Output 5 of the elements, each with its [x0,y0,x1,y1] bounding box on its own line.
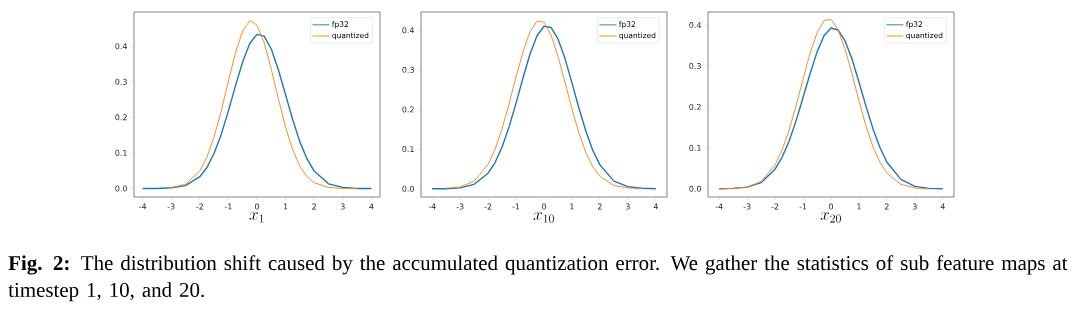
text: Fig. 2: The distribution shift caused by the accumulated quantization error. We gather the statistics of sub feature maps at timestep 1, 10, and 20. [8,255,1068,302]
x-axis-title: $x_{1}$ [249,212,264,223]
x-axis-title: $x_{10}$ [533,212,554,223]
line-series [141,33,373,190]
x-axis-title: $x_{20}$ [820,212,841,223]
